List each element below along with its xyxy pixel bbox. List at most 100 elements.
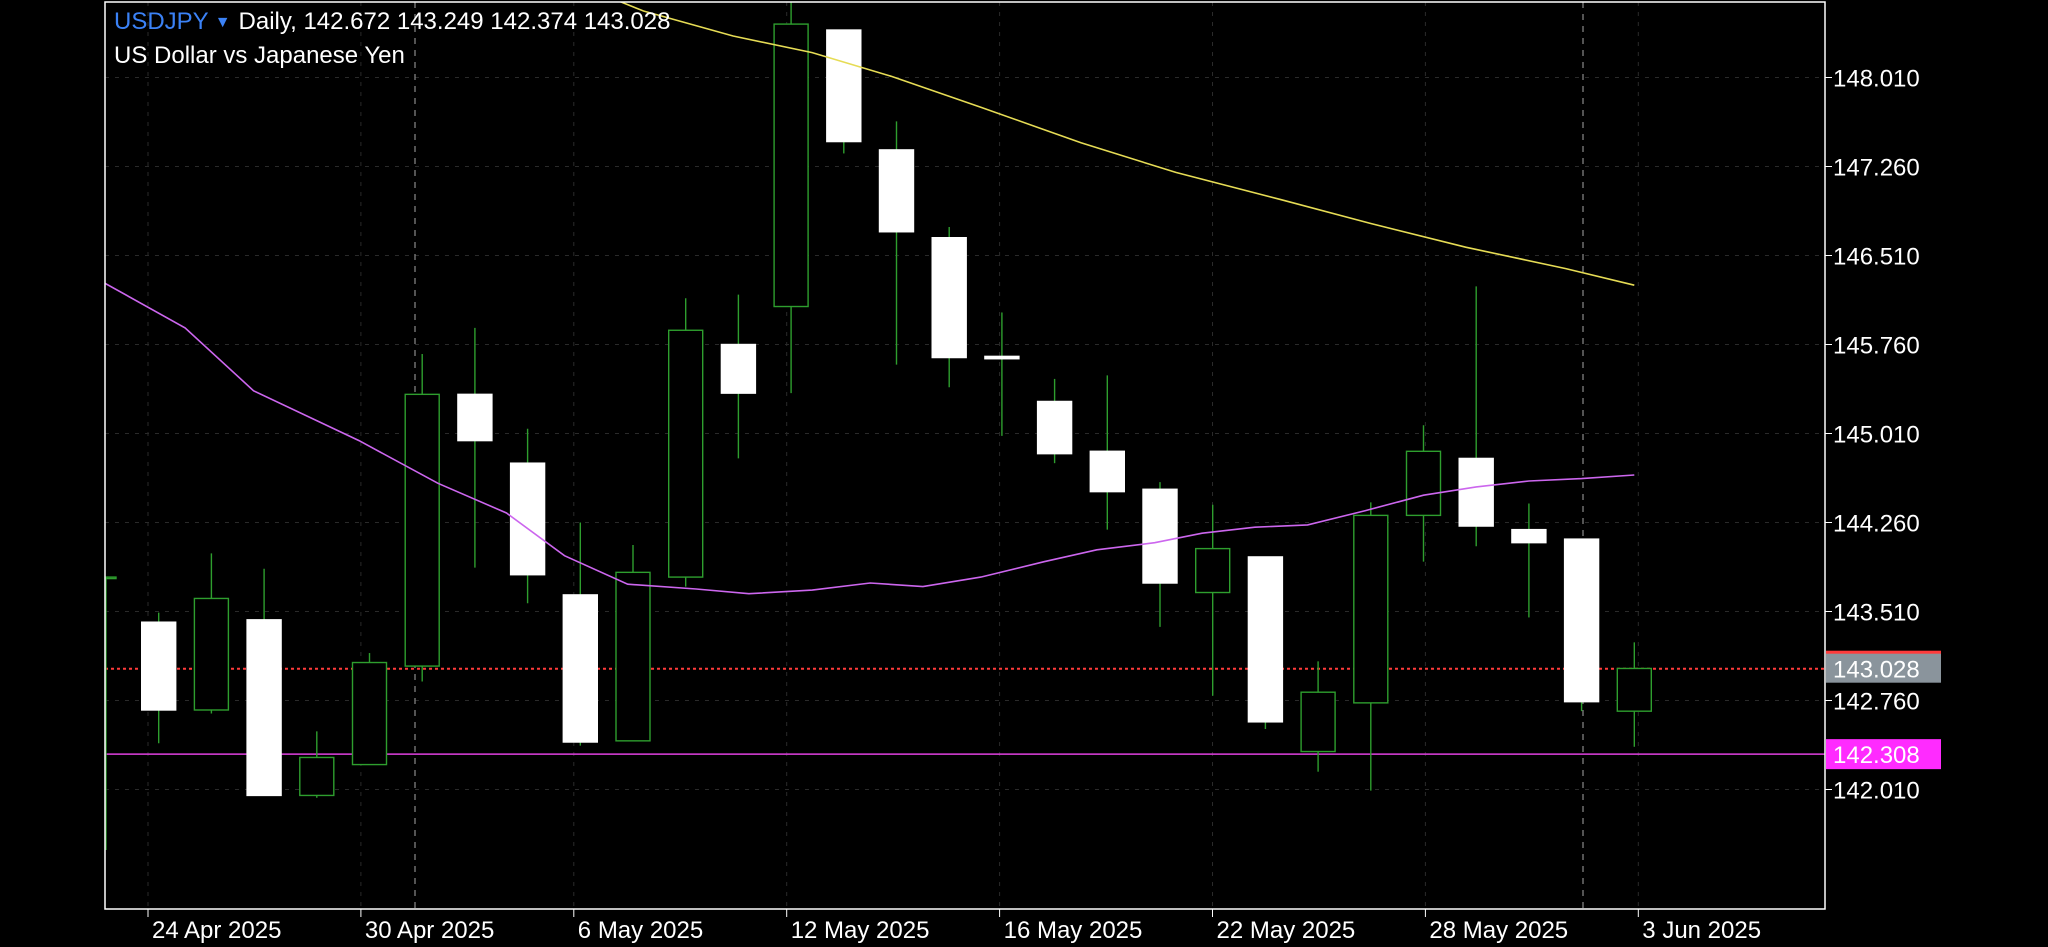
candle-body-bear [984,355,1020,360]
y-tick-label: 142.010 [1833,778,1920,805]
candle[interactable] [826,29,862,154]
y-tick-label: 148.010 [1833,65,1920,92]
candle[interactable] [878,121,915,365]
candle-body-bear [720,343,757,394]
candle-body-bull [351,661,388,766]
y-tick-label: 145.010 [1833,421,1920,448]
candle[interactable] [246,568,282,797]
candle[interactable] [1300,661,1336,772]
ma-slow-line [618,2,1635,286]
candle[interactable] [1458,286,1494,547]
candle-body-bull [404,393,440,667]
bid-price-label-top [1826,650,1941,654]
candle[interactable] [1405,425,1442,562]
x-tick-label: 3 Jun 2025 [1642,917,1761,944]
x-tick-label: 28 May 2025 [1429,917,1568,944]
candle-body-bear [1142,488,1178,584]
x-tick-label: 6 May 2025 [578,917,703,944]
y-tick-label: 145.760 [1833,332,1920,359]
symbol-selector[interactable]: USDJPY [114,8,209,35]
candle[interactable] [457,327,493,568]
candle[interactable] [773,0,809,394]
candle-body-bull [1194,547,1231,594]
chevron-down-icon[interactable]: ▼ [214,14,231,31]
candle-body-bull [668,329,704,578]
candle-body-bull [1353,514,1389,704]
candle-body-bear [878,149,915,233]
candle-body-bear [1563,538,1600,703]
symbol-description: US Dollar vs Japanese Yen [114,42,405,69]
y-tick-label: 143.510 [1833,599,1920,626]
horizontal-lines [105,667,1825,755]
candle[interactable] [140,612,177,744]
candle-body-bull [1616,667,1653,712]
candle[interactable] [984,312,1020,436]
candles [105,0,1653,851]
candle[interactable] [1353,502,1389,791]
candle-body-bear [246,619,282,797]
bid-price-label: 143.028 [1833,657,1920,684]
ohlc-values: 142.672 143.249 142.374 143.028 [303,8,671,35]
y-tick-label: 142.760 [1833,689,1920,716]
y-tick-label: 146.510 [1833,243,1920,270]
candle[interactable] [1616,642,1653,747]
candle-body-bear [509,462,546,576]
candle[interactable] [1194,504,1231,696]
y-tick-label: 144.260 [1833,510,1920,537]
x-tick-label: 24 Apr 2025 [152,917,281,944]
candle-body-bear [931,236,967,359]
candle-body-bull [615,571,651,742]
candle[interactable] [615,545,651,742]
x-tick-label: 12 May 2025 [791,917,930,944]
x-tick-label: 16 May 2025 [1004,917,1143,944]
candle[interactable] [404,353,440,682]
candle-body-bull [1405,450,1442,517]
candle-body-bull [193,597,230,711]
candle[interactable] [105,576,117,851]
candle[interactable] [351,653,388,766]
candle[interactable] [720,294,757,459]
candle[interactable] [1036,378,1073,464]
candle-body-bear [1036,400,1073,455]
candle[interactable] [299,731,335,798]
candle-body-bear [1511,528,1547,544]
candle-body-bear [140,621,177,711]
candle-body-bear [1247,556,1284,723]
plot-frame [104,1,1826,910]
candle[interactable] [1142,482,1178,627]
time-axis[interactable]: 24 Apr 2025 30 Apr 2025 6 May 2025 12 May 2… [147,909,1761,944]
candle[interactable] [931,227,967,388]
x-tick-label: 22 May 2025 [1217,917,1356,944]
ma-fast-line [105,282,1635,595]
timeframe-label: Daily, [238,8,297,35]
candle-body-bull [1300,691,1336,753]
candle-body-bull [299,756,335,797]
candle-body-bear [562,594,598,743]
bid-price-label-bg [1826,652,1941,683]
price-labels: 143.028 142.308 [1826,650,1941,770]
candle-body-bear [1089,450,1126,493]
candle-body-bull [773,23,809,308]
candle[interactable] [1511,503,1547,618]
chart-header: USDJPY ▼ Daily, 142.672 143.249 142.374 14… [114,8,670,36]
x-tick-label: 30 Apr 2025 [365,917,494,944]
candle[interactable] [562,522,598,746]
candle[interactable] [509,428,546,604]
moving-averages [105,2,1635,595]
y-tick-label: 147.260 [1833,154,1920,181]
candle-body-bear [826,29,862,143]
candle[interactable] [193,553,230,714]
candle[interactable] [668,298,704,587]
candle-body-bear [457,393,493,442]
price-axis[interactable]: 148.760 148.010 147.260 146.510 145.760 145.0… [1825,0,1920,805]
candle[interactable] [1247,556,1284,729]
candle-body-bear [1458,457,1494,527]
candle-body-bull [105,576,117,580]
grid [105,2,1825,909]
candle[interactable] [1563,538,1600,712]
level-price-label-bg [1826,739,1941,770]
candle[interactable] [1089,375,1126,530]
level-price-label: 142.308 [1833,742,1920,769]
y-tick-label: 148.760 [1833,0,1920,3]
